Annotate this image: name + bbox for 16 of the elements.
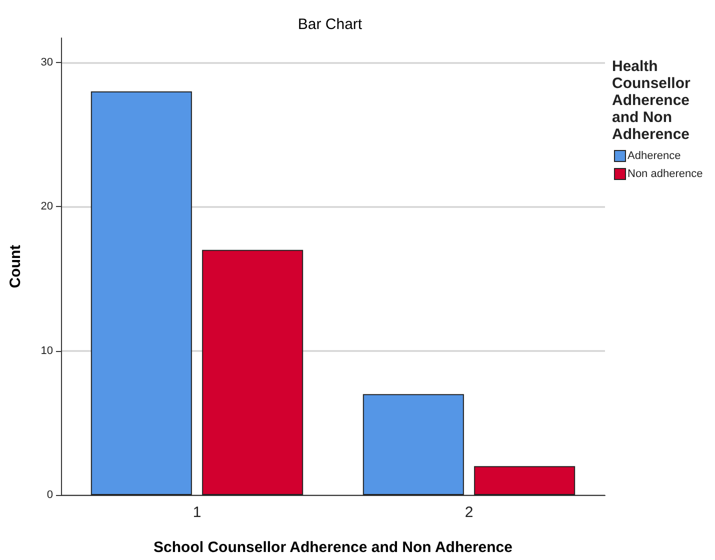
chart-title: Bar Chart — [298, 16, 363, 33]
y-tick-label: 20 — [40, 200, 53, 213]
y-axis-title: Count — [7, 244, 24, 288]
legend-title: Health Counsellor Adherence and Non Adherence — [612, 58, 695, 143]
y-tick-label: 0 — [46, 489, 53, 501]
x-tick-label: 1 — [192, 504, 202, 521]
legend-label: Adherence — [628, 150, 681, 162]
legend-label: Non adherence — [628, 168, 703, 180]
bar — [90, 91, 192, 495]
y-tick-label: 10 — [40, 344, 53, 357]
bar — [474, 466, 576, 495]
x-tick-label: 2 — [464, 504, 474, 521]
bar — [202, 250, 304, 495]
x-axis-title: School Counsellor Adherence and Non Adherence — [154, 539, 512, 556]
y-tick-label: 30 — [40, 56, 53, 69]
bar — [362, 394, 464, 495]
